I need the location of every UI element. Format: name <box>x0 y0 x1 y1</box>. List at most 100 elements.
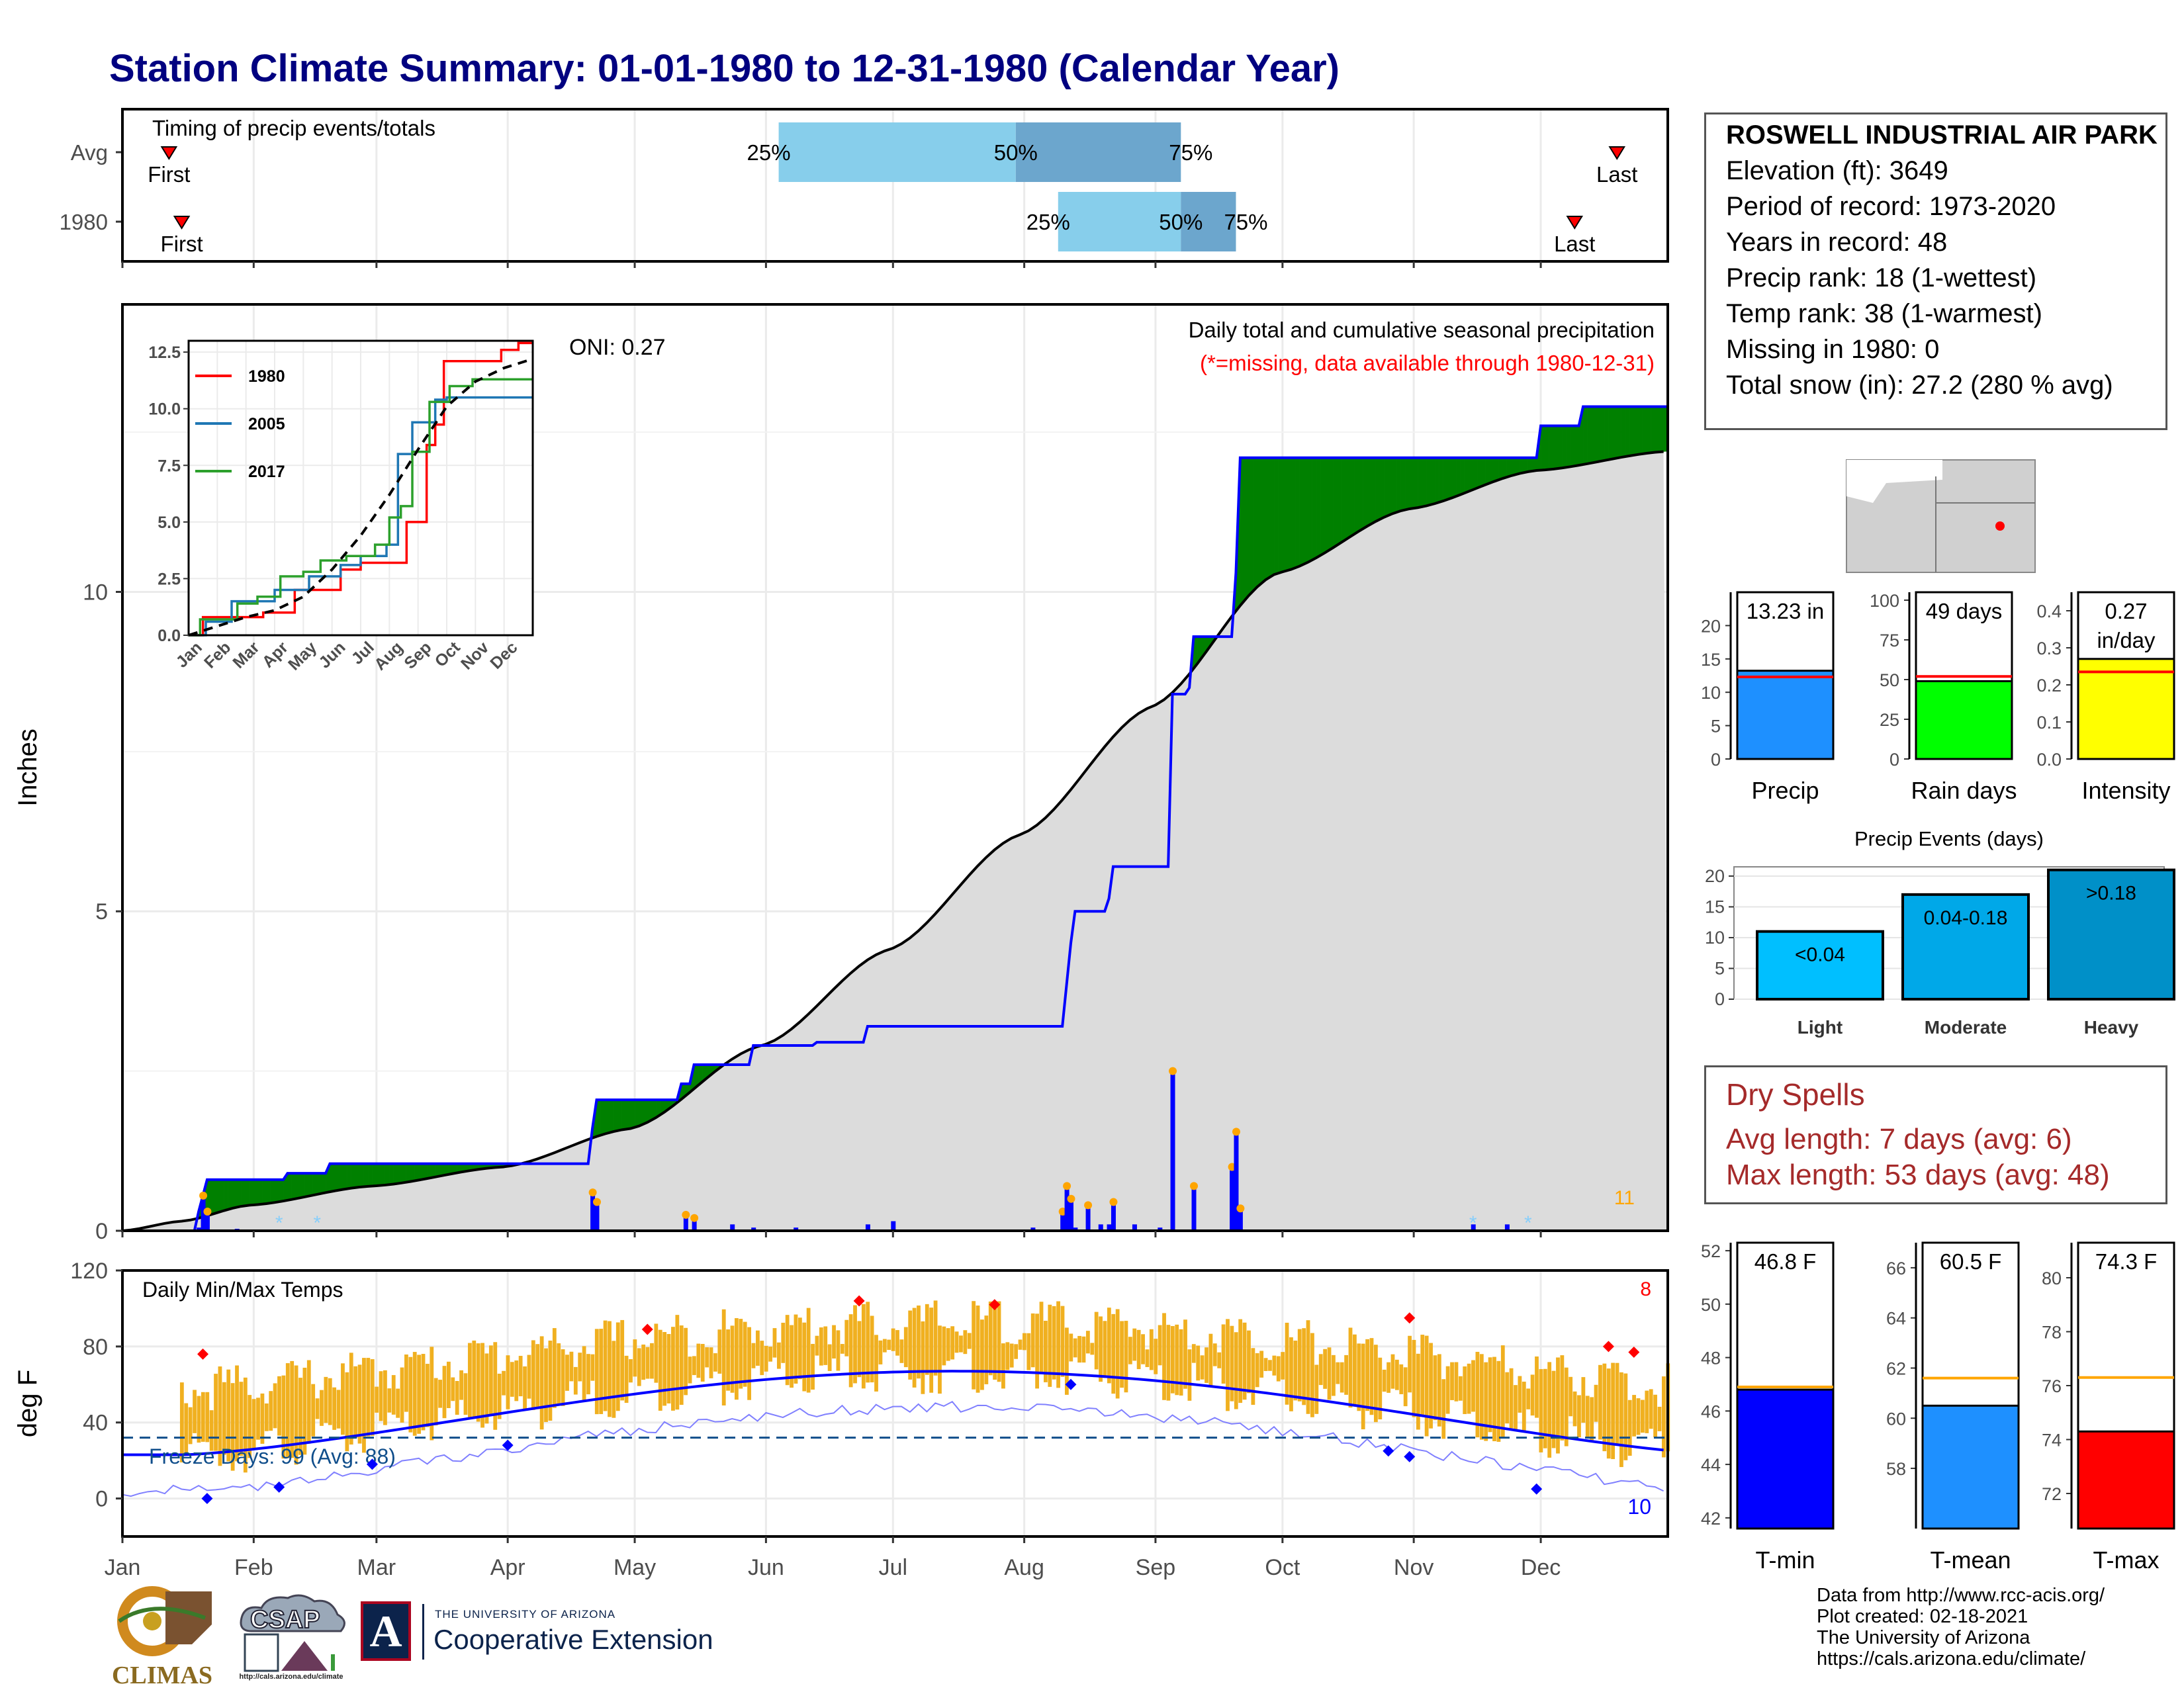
temp-ytick-label: 40 <box>83 1411 108 1436</box>
station-name: ROSWELL INDUSTRIAL AIR PARK <box>1726 117 2165 153</box>
precip-anomaly-area <box>317 1173 321 1194</box>
precip-anomaly-area <box>1334 458 1338 548</box>
daily-temp-bar <box>413 1352 417 1436</box>
inset-ytick-label: 0.0 <box>158 627 181 645</box>
last-event-label: Last <box>1596 162 1637 187</box>
precip-anomaly-area <box>304 1173 308 1197</box>
daily-temp-bar <box>1116 1309 1120 1398</box>
daily-temp-bar <box>726 1329 730 1391</box>
daily-temp-bar <box>256 1398 260 1439</box>
precip-anomaly-area <box>1350 458 1354 537</box>
precip-anomaly-area <box>250 1180 253 1206</box>
daily-temp-bar <box>1649 1389 1653 1429</box>
intensity-bar <box>2078 659 2174 759</box>
daily-temp-bar <box>841 1344 844 1354</box>
inset-legend-label: 2005 <box>248 415 285 433</box>
inset-ytick-label: 2.5 <box>158 570 181 588</box>
daily-precip-bar <box>1192 1186 1197 1231</box>
daily-temp-bar <box>862 1304 866 1389</box>
daily-temp-bar <box>908 1311 912 1380</box>
inset-ytick-label: 7.5 <box>158 457 181 475</box>
precip-anomaly-area <box>1516 458 1520 474</box>
daily-temp-bar <box>1268 1360 1272 1370</box>
daily-temp-bar <box>781 1323 785 1363</box>
precip-anomaly-area <box>1447 458 1451 500</box>
precip-anomaly-area <box>1574 425 1578 466</box>
station-snow: Total snow (in): 27.2 (280 % avg) <box>1726 367 2165 403</box>
daily-temp-bar <box>955 1331 959 1353</box>
precip-anomaly-area <box>313 1173 317 1195</box>
ua-logo-mark: A <box>361 1601 411 1661</box>
daily-temp-bar <box>1437 1354 1441 1426</box>
daily-temp-bar <box>705 1347 709 1367</box>
month-label: Jan <box>105 1555 141 1580</box>
daily-temp-bar <box>1522 1382 1526 1431</box>
precip-anomaly-area <box>330 1164 334 1192</box>
station-temp-rank: Temp rank: 38 (1-warmest) <box>1726 296 2165 332</box>
daily-temp-bar <box>396 1389 400 1418</box>
daily-temp-bar <box>477 1343 480 1421</box>
precip-anomaly-area <box>1371 458 1375 524</box>
precip-anomaly-area <box>1270 458 1274 577</box>
first-event-label: First <box>148 162 190 187</box>
daily-temp-bar <box>1488 1357 1492 1432</box>
temp-count-low: 10 <box>1627 1495 1651 1519</box>
daily-temp-bar <box>1590 1397 1594 1441</box>
daily-temp-bar <box>1158 1325 1162 1366</box>
precip-anomaly-area <box>643 1100 647 1124</box>
daily-temp-bar <box>959 1335 963 1352</box>
daily-temp-bar <box>1137 1330 1141 1369</box>
rain-days-ytick-label: 75 <box>1880 631 1899 650</box>
daily-temp-bar <box>1090 1343 1094 1355</box>
daily-temp-bar <box>1277 1356 1281 1382</box>
daily-temp-bar <box>1433 1355 1437 1420</box>
ua-logo-university: THE UNIVERSITY OF ARIZONA <box>435 1608 615 1621</box>
temp-count-high: 8 <box>1640 1278 1651 1300</box>
precip-event-marker <box>1169 1067 1177 1075</box>
precip-anomaly-area <box>1503 458 1507 478</box>
precip-anomaly-area <box>605 1100 609 1134</box>
precip-anomaly-area <box>1629 406 1633 455</box>
temp-ytick-label: 0 <box>95 1487 108 1512</box>
daily-temp-bar <box>565 1355 569 1391</box>
daily-temp-bar <box>1340 1362 1344 1393</box>
daily-temp-bar <box>193 1390 197 1433</box>
tmean-ytick-label: 64 <box>1886 1309 1906 1329</box>
daily-temp-bar <box>680 1325 684 1405</box>
daily-temp-bar <box>662 1332 666 1405</box>
daily-temp-bar <box>1061 1306 1065 1377</box>
precip-anomaly-area <box>1659 406 1663 451</box>
daily-temp-bar <box>1412 1340 1416 1417</box>
daily-temp-bar <box>1154 1339 1158 1374</box>
precip-anomaly-area <box>1405 458 1409 510</box>
tmean-ytick-label: 60 <box>1886 1409 1906 1429</box>
precip-anomaly-area <box>368 1164 372 1186</box>
daily-temp-bar <box>506 1355 510 1409</box>
daily-temp-bar <box>269 1391 273 1431</box>
precip-anomaly-area <box>1244 458 1248 601</box>
daily-temp-bar <box>844 1320 848 1356</box>
precip-anomaly-area <box>1376 458 1380 521</box>
daily-temp-bar <box>798 1317 802 1379</box>
daily-precip-bar <box>594 1202 599 1231</box>
precip-anomaly-area <box>1342 458 1345 543</box>
daily-temp-bar <box>1471 1360 1475 1412</box>
daily-temp-bar <box>819 1327 823 1366</box>
daily-temp-bar <box>422 1354 426 1431</box>
precip-anomaly-area <box>308 1173 312 1196</box>
precip-total-ytick-label: 5 <box>1711 717 1721 736</box>
precip-anomaly-area <box>1316 458 1320 558</box>
daily-temp-bar <box>1586 1396 1590 1438</box>
tmean-title: T-mean <box>1930 1546 2011 1574</box>
tmin-title: T-min <box>1756 1546 1815 1574</box>
precip-anomaly-area <box>1520 458 1524 474</box>
events-bar-label: <0.04 <box>1795 944 1845 966</box>
daily-temp-bar <box>1213 1343 1217 1366</box>
precip-anomaly-area <box>220 1180 224 1212</box>
timing-title: Timing of precip events/totals <box>152 116 435 140</box>
daily-temp-bar <box>1107 1308 1111 1383</box>
precip-anomaly-area <box>1570 425 1574 467</box>
daily-temp-bar <box>1226 1319 1230 1411</box>
daily-temp-bar <box>1259 1351 1263 1377</box>
daily-temp-bar <box>980 1319 984 1390</box>
